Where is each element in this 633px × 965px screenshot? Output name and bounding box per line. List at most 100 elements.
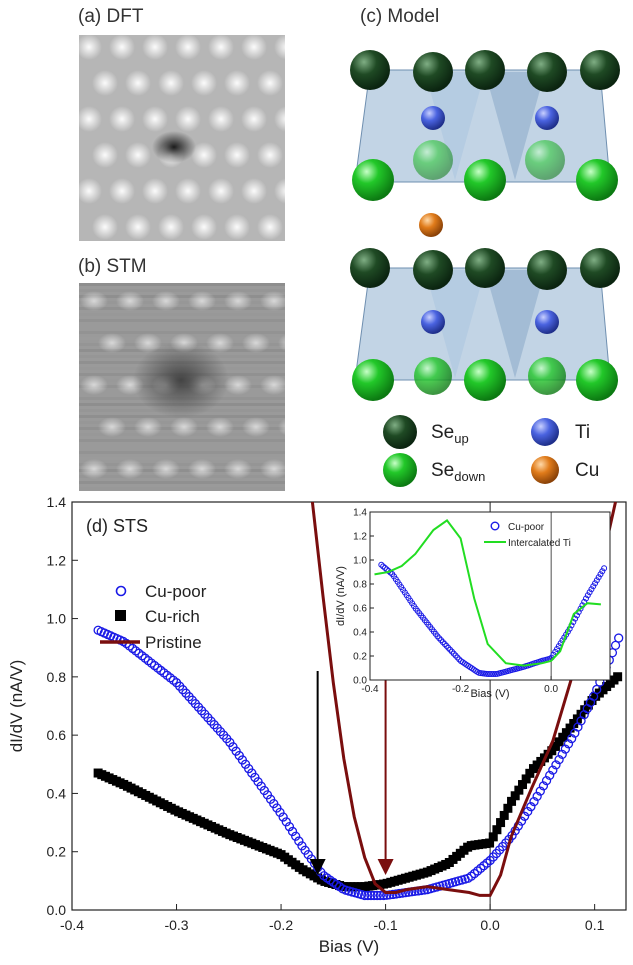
cu-poor-point [548, 765, 558, 775]
inset-y-tick-label: 0.8 [353, 580, 367, 591]
x-tick-label: -0.1 [374, 917, 398, 933]
stm-bright-spot [224, 375, 252, 395]
cu-rich-point [569, 718, 579, 728]
inset-cu-poor-point [443, 642, 450, 649]
inset-cu-poor-point [447, 646, 454, 653]
cu-poor-point [294, 836, 304, 846]
dft-atom-spot [109, 106, 135, 132]
stm-scan-line [79, 313, 285, 316]
inset-legend-intercalated-label: Intercalated Ti [508, 538, 571, 549]
stm-bright-spot [80, 459, 108, 479]
stm-bright-spot [224, 291, 252, 311]
cu-legend-icon [531, 456, 559, 484]
inset-x-tick-label: -0.2 [452, 684, 470, 695]
gap-arrow-head [309, 859, 326, 876]
x-tick-label: -0.3 [164, 917, 188, 933]
dft-atom-spot [158, 70, 184, 96]
stm-bright-spot [152, 459, 180, 479]
inset-cu-poor-point [436, 635, 443, 642]
inset-cu-poor-point [586, 589, 593, 596]
inset-cu-poor-point [584, 592, 591, 599]
stm-scan-line [79, 445, 285, 448]
inset-cu-poor-point [597, 571, 604, 578]
cu-poor-point [545, 770, 555, 781]
dft-atom-spot [208, 35, 234, 60]
se-down-legend-icon [383, 453, 417, 487]
gap-arrow-head [377, 859, 394, 876]
stm-bright-spot [98, 333, 126, 353]
dft-atom-spot [175, 178, 201, 204]
x-tick-label: 0.1 [585, 917, 605, 933]
cu-poor-point [366, 890, 376, 901]
inset-cu-poor-point [380, 563, 387, 570]
cu-poor-point [614, 633, 624, 643]
cu-poor-point [526, 802, 536, 812]
x-tick-label: -0.2 [269, 917, 293, 933]
cu-rich-point [518, 780, 528, 790]
dft-image [79, 35, 285, 241]
cu-poor-point [278, 812, 288, 822]
inset-y-tick-label: 0.2 [353, 652, 367, 663]
cu-poor-point [281, 817, 291, 827]
dft-atom-spot [79, 106, 102, 132]
dft-atom-spot [224, 214, 250, 240]
inset-cu-poor-point [592, 580, 599, 587]
stm-bright-spot [188, 459, 216, 479]
inset-cu-poor-point [450, 650, 457, 657]
y-tick-label: 0.6 [47, 727, 67, 743]
dft-atom-spot [92, 70, 118, 96]
dft-atom-spot [92, 142, 118, 168]
inset-cu-poor-point [588, 586, 595, 593]
main-y-axis-label: dI/dV (nA/V) [7, 660, 26, 753]
y-tick-label: 1.4 [47, 494, 67, 510]
cu-poor-point [284, 822, 295, 832]
inset-cu-poor-point [456, 656, 463, 663]
inset-x-tick-label: -0.4 [361, 684, 379, 695]
dft-atom-spot [79, 178, 102, 204]
dft-atom-spot [257, 70, 283, 96]
stm-scan-line [79, 289, 285, 292]
main-legend: Cu-poor Cu-rich Pristine [100, 582, 207, 652]
cu-rich-point [507, 796, 517, 806]
inset-y-tick-label: 0.0 [353, 676, 367, 687]
cu-rich-point [576, 709, 586, 719]
stm-bright-spot [278, 418, 285, 436]
stm-scan-line [79, 283, 285, 286]
ti-legend-icon [531, 418, 559, 446]
cu-poor-point [363, 890, 373, 901]
inset-legend-cu-poor-marker [490, 521, 500, 531]
dft-atom-spot [274, 35, 285, 60]
inset-x-tick-label: 0.0 [544, 684, 558, 695]
y-tick-label: 1.2 [47, 552, 67, 568]
dft-atom-spot [158, 214, 184, 240]
stm-scan-line [79, 475, 285, 478]
se-up-legend-icon [383, 415, 417, 449]
cu-rich-point [550, 741, 560, 751]
inset-cu-poor-point [438, 637, 445, 644]
panel-c-label: (c) Model [360, 6, 440, 27]
x-tick-label: -0.4 [60, 917, 84, 933]
panel-b-label: (b) STM [78, 256, 147, 277]
dft-atom-spot [79, 35, 102, 60]
cu-rich-point [492, 825, 502, 835]
stm-bright-spot [206, 417, 234, 437]
stm-bright-spot [134, 333, 162, 353]
y-tick-label: 1.0 [47, 611, 67, 627]
dft-atom-spot [224, 142, 250, 168]
cu-poor-point [472, 866, 483, 876]
cu-poor-point [532, 791, 542, 801]
cu-poor-point [388, 889, 398, 900]
inset-cu-poor-point [441, 641, 448, 647]
stm-bright-spot [278, 334, 285, 352]
stm-bright-spot [80, 375, 108, 395]
dft-atom-spot [125, 70, 151, 96]
se-down-legend-label: Sedown [431, 460, 485, 484]
sts-chart: -0.4 -0.3 -0.2 -0.1 0.0 0.1 0.0 0.2 0.4 0.6 0.8 1.0… [0, 490, 633, 965]
cu-poor-point [479, 861, 489, 871]
cu-rich-point [525, 768, 535, 778]
cu-atom [419, 213, 443, 237]
stm-bright-spot [224, 459, 252, 479]
dft-atom-spot [274, 106, 285, 132]
stm-scan-line [79, 439, 285, 442]
main-plot-frame [71, 501, 627, 911]
